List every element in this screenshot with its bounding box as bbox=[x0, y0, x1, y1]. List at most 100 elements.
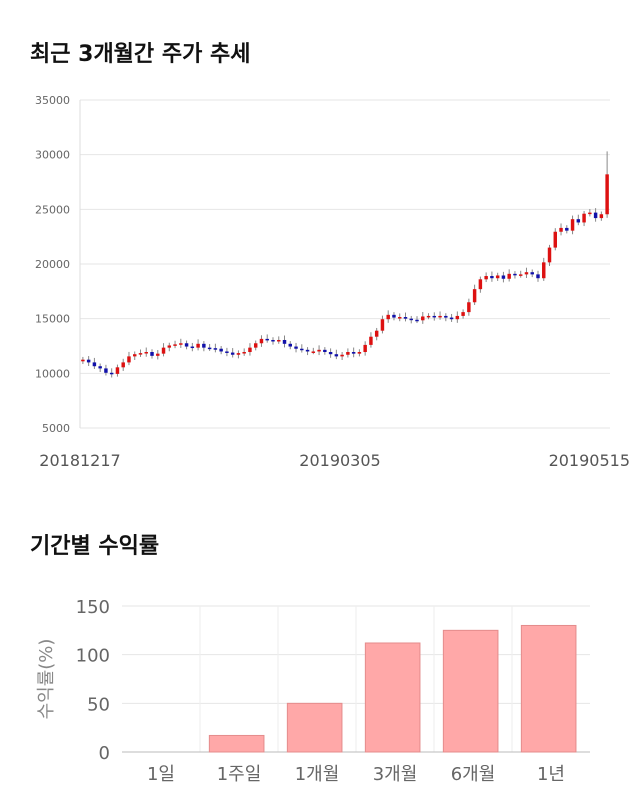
candle bbox=[271, 337, 275, 345]
bar-1년 bbox=[520, 624, 577, 753]
candle bbox=[421, 311, 425, 324]
candle-body bbox=[225, 351, 229, 353]
x-tick-label: 1일 bbox=[147, 764, 175, 785]
y-tick-label: 15000 bbox=[35, 313, 70, 326]
candle bbox=[444, 313, 448, 322]
candle-body bbox=[253, 343, 258, 348]
candle bbox=[328, 348, 333, 358]
candle bbox=[472, 284, 477, 305]
candle bbox=[104, 364, 108, 376]
candle-body bbox=[277, 339, 281, 342]
candle-body bbox=[392, 314, 396, 318]
candle bbox=[524, 267, 529, 278]
candle bbox=[398, 313, 402, 322]
candle bbox=[409, 315, 413, 324]
candle bbox=[392, 312, 396, 321]
candle-body bbox=[530, 272, 534, 275]
candle-body bbox=[346, 352, 350, 355]
candle bbox=[288, 341, 292, 350]
candle-body bbox=[236, 353, 241, 355]
candle-body bbox=[507, 273, 511, 279]
candle-body bbox=[190, 346, 195, 349]
candle bbox=[501, 271, 506, 283]
candle-body bbox=[588, 212, 592, 215]
candle-body bbox=[472, 289, 477, 303]
candle-body bbox=[121, 362, 125, 368]
y-axis-label: 수익률(%) bbox=[36, 639, 57, 720]
candle-body bbox=[386, 314, 390, 320]
candle-body bbox=[357, 352, 362, 354]
candle-body bbox=[351, 352, 356, 354]
candle-body bbox=[484, 276, 488, 280]
candle-body bbox=[438, 315, 442, 318]
candle bbox=[109, 368, 114, 378]
candle bbox=[219, 346, 223, 355]
candle bbox=[311, 347, 316, 355]
x-tick-label: 20190305 bbox=[299, 451, 380, 470]
candle-body bbox=[161, 347, 166, 354]
candle bbox=[184, 340, 189, 350]
candle bbox=[213, 343, 218, 353]
candle-body bbox=[340, 354, 344, 357]
candle bbox=[559, 223, 563, 236]
candle-body bbox=[328, 352, 333, 355]
candle bbox=[81, 356, 85, 365]
y-tick-label: 35000 bbox=[35, 94, 70, 107]
candle-body bbox=[202, 343, 206, 348]
candle-body bbox=[242, 352, 246, 354]
candle bbox=[438, 311, 442, 320]
candle-body bbox=[403, 317, 408, 319]
candle-body bbox=[104, 368, 108, 373]
candle bbox=[467, 298, 471, 316]
candle-body bbox=[363, 344, 367, 353]
x-tick-label: 1년 bbox=[537, 764, 565, 785]
candle bbox=[449, 313, 454, 322]
candle-body bbox=[311, 351, 316, 353]
candle-body bbox=[536, 274, 540, 279]
candle bbox=[374, 327, 379, 341]
candle bbox=[380, 315, 385, 334]
candle-body bbox=[593, 212, 598, 219]
candle-body bbox=[565, 227, 569, 231]
candle-body bbox=[230, 352, 235, 355]
candle bbox=[599, 211, 604, 221]
candle-body bbox=[196, 343, 200, 348]
candle bbox=[426, 313, 431, 320]
candle bbox=[340, 352, 344, 360]
candle-body bbox=[501, 275, 506, 279]
candle-body bbox=[449, 317, 454, 320]
candle-body bbox=[380, 319, 385, 331]
candle bbox=[415, 316, 419, 324]
candle bbox=[230, 348, 235, 358]
candle bbox=[461, 309, 465, 319]
candle-body bbox=[444, 315, 448, 318]
candle bbox=[588, 209, 592, 217]
x-tick-label: 20190515 bbox=[549, 451, 630, 470]
candle-body bbox=[576, 219, 581, 223]
candle-body bbox=[294, 346, 298, 349]
candle-body bbox=[288, 343, 292, 347]
candle-body bbox=[398, 317, 402, 319]
candle bbox=[282, 335, 287, 348]
candle-body bbox=[173, 344, 177, 346]
candle-body bbox=[570, 219, 575, 231]
candle-body bbox=[167, 345, 172, 348]
x-tick-label: 6개월 bbox=[451, 764, 496, 785]
candle-body bbox=[467, 302, 471, 313]
candle-body bbox=[98, 366, 102, 369]
bar-6개월 bbox=[442, 629, 499, 753]
candle bbox=[495, 272, 500, 281]
candle bbox=[484, 272, 488, 283]
candle bbox=[242, 348, 246, 356]
y-tick-label: 20000 bbox=[35, 258, 70, 271]
candle bbox=[144, 347, 148, 357]
candle bbox=[553, 228, 557, 251]
y-tick-label: 30000 bbox=[35, 149, 70, 162]
candle-body bbox=[317, 349, 321, 352]
period-returns-bar-chart: 0 50 100 150 1일 1주일 1개월 3개월 6개월 1년 수익률(%) bbox=[36, 597, 590, 785]
candle bbox=[300, 344, 304, 353]
candle bbox=[547, 244, 552, 266]
y-tick-label: 150 bbox=[76, 597, 110, 618]
candle-body bbox=[582, 213, 586, 223]
candle bbox=[357, 349, 362, 357]
